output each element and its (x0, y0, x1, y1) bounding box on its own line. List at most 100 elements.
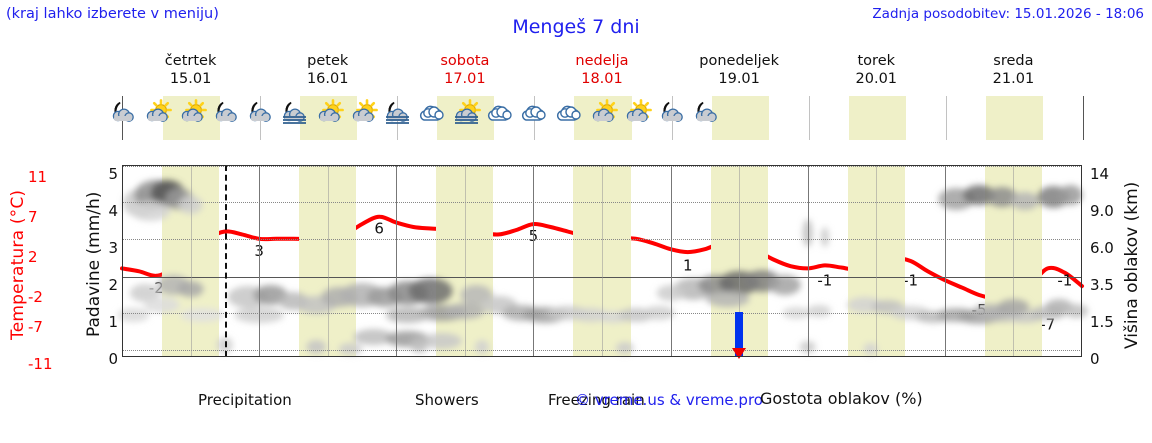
midday-line (464, 165, 466, 357)
sun-cloud-icon (588, 99, 618, 130)
page-title: Mengeš 7 dni (512, 16, 640, 38)
sun-cloud-icon (177, 99, 207, 130)
temperature-value-label: 6 (374, 220, 384, 238)
temperature-value-label: -1 (1057, 271, 1072, 289)
day-header-torek: torek 20.01 (808, 52, 945, 88)
day-date: 21.01 (992, 71, 1035, 87)
midday-line (1013, 165, 1015, 357)
day-header-četrtek: četrtek 15.01 (122, 52, 259, 88)
plot-frame (122, 165, 1082, 357)
cloud-icon (554, 100, 584, 130)
midday-line (739, 165, 741, 357)
cloud-height-tick: 0 (1090, 350, 1100, 368)
precipitation-tick: 4 (108, 202, 118, 220)
freezing-rain-legend-label: Freezing rain (548, 391, 645, 409)
midday-line (190, 165, 192, 357)
temperature-value-label: 1 (683, 257, 693, 275)
midday-line (602, 165, 603, 357)
day-name: petek (307, 53, 349, 69)
cloud-icon (417, 100, 447, 130)
meteogram-plot[interactable]: -24363512-10-5-1-7-1 (117, 165, 1089, 359)
daylight-band (711, 96, 769, 140)
daylight-band (847, 165, 905, 357)
temperature-tick: 7 (28, 208, 38, 226)
precipitation-legend-label: Precipitation (198, 391, 292, 409)
day-date: 16.01 (306, 71, 349, 87)
precipitation-bar (735, 311, 744, 357)
midday-line (327, 165, 329, 357)
day-name: sobota (440, 53, 490, 69)
moon-cloud-icon (691, 100, 721, 130)
sun-cloud-icon (348, 99, 378, 130)
daylight-band (985, 96, 1043, 140)
moon-cloud-icon (657, 100, 687, 130)
sun-cloud-icon (142, 99, 173, 130)
cloud-density-legend-label: Gostota oblakov (%) (760, 389, 923, 408)
day-date: 17.01 (444, 71, 486, 87)
moon-cloud-icon (211, 100, 241, 130)
day-date: 18.01 (581, 71, 623, 87)
temperature-value-label: -1 (817, 271, 832, 289)
day-date: 19.01 (718, 71, 760, 87)
day-boundary-line (808, 96, 810, 140)
day-name: sreda (993, 53, 1034, 69)
cloud-height-axis-title: Višina oblakov (km) (1122, 181, 1142, 349)
temperature-tick: 2 (28, 248, 38, 266)
cloud-height-tick: 14 (1090, 165, 1110, 183)
precipitation-tick: 2 (108, 276, 118, 294)
midday-line (876, 165, 878, 357)
cloud-height-tick: 3.5 (1090, 276, 1114, 294)
moon-cloud-icon (108, 100, 138, 130)
day-name: torek (857, 53, 896, 69)
day-boundary-line (396, 165, 398, 357)
sun-fog-icon (451, 99, 481, 130)
day-boundary-line (670, 165, 672, 357)
temperature-tick: -2 (28, 288, 43, 306)
copyright-link[interactable]: © vreme.us & vreme.pro (575, 391, 763, 409)
day-date: 15.01 (169, 71, 212, 87)
day-boundary-line (807, 165, 809, 357)
precipitation-tick: 0 (108, 350, 118, 368)
moon-cloud-icon (245, 100, 275, 130)
precipitation-swatch (148, 393, 188, 405)
temperature-value-label: -7 (1040, 316, 1055, 334)
day-header-sreda: sreda 21.01 (945, 52, 1082, 88)
cloud-height-tick: 9.0 (1090, 202, 1114, 220)
day-boundary-line (259, 165, 261, 357)
day-name: nedelja (575, 53, 629, 69)
day-boundary-line (533, 165, 535, 357)
temperature-value-label: -1 (903, 271, 918, 289)
day-boundary-line (945, 96, 947, 140)
moon-fog-icon (279, 100, 309, 130)
last-updated: Zadnja posodobitev: 15.01.2026 - 18:06 (872, 6, 1144, 22)
cloud-height-tick: 6.0 (1090, 239, 1114, 257)
day-header-petek: petek 16.01 (259, 52, 396, 88)
sun-cloud-icon (314, 99, 344, 130)
showers-legend-label: Showers (415, 391, 479, 409)
wind-barb-band (122, 140, 1082, 166)
weather-icon-band (112, 96, 1084, 140)
day-header-ponedeljek: ponedeljek 19.01 (671, 52, 808, 88)
temperature-tick: -7 (28, 318, 43, 336)
precipitation-tick: 1 (108, 313, 118, 331)
location-menu-note[interactable]: (kraj lahko izberete v meniju) (6, 6, 219, 22)
precipitation-tick: 3 (108, 239, 118, 257)
cloud-density-svg (117, 180, 1089, 355)
daylight-band (573, 165, 631, 357)
day-date: 20.01 (855, 71, 898, 87)
cloud-icon (519, 100, 549, 130)
legend: Precipitation Showers Freezing rain © vr… (120, 388, 1150, 430)
daylight-band (848, 96, 906, 140)
sun-cloud-icon (622, 99, 653, 130)
day-header-sobota: sobota 17.01 (396, 52, 533, 88)
day-name: četrtek (164, 53, 217, 69)
temperature-tick: 11 (28, 168, 48, 186)
day-name: ponedeljek (699, 53, 779, 69)
precipitation-tick: 5 (108, 165, 118, 183)
day-header-nedelja: nedelja 18.01 (533, 52, 670, 88)
showers-swatch (365, 393, 405, 405)
day-boundary-line (944, 165, 946, 357)
freezing-rain-marker (732, 348, 747, 359)
cloud-height-tick: 1.5 (1090, 313, 1114, 331)
temperature-tick: -11 (28, 355, 53, 373)
